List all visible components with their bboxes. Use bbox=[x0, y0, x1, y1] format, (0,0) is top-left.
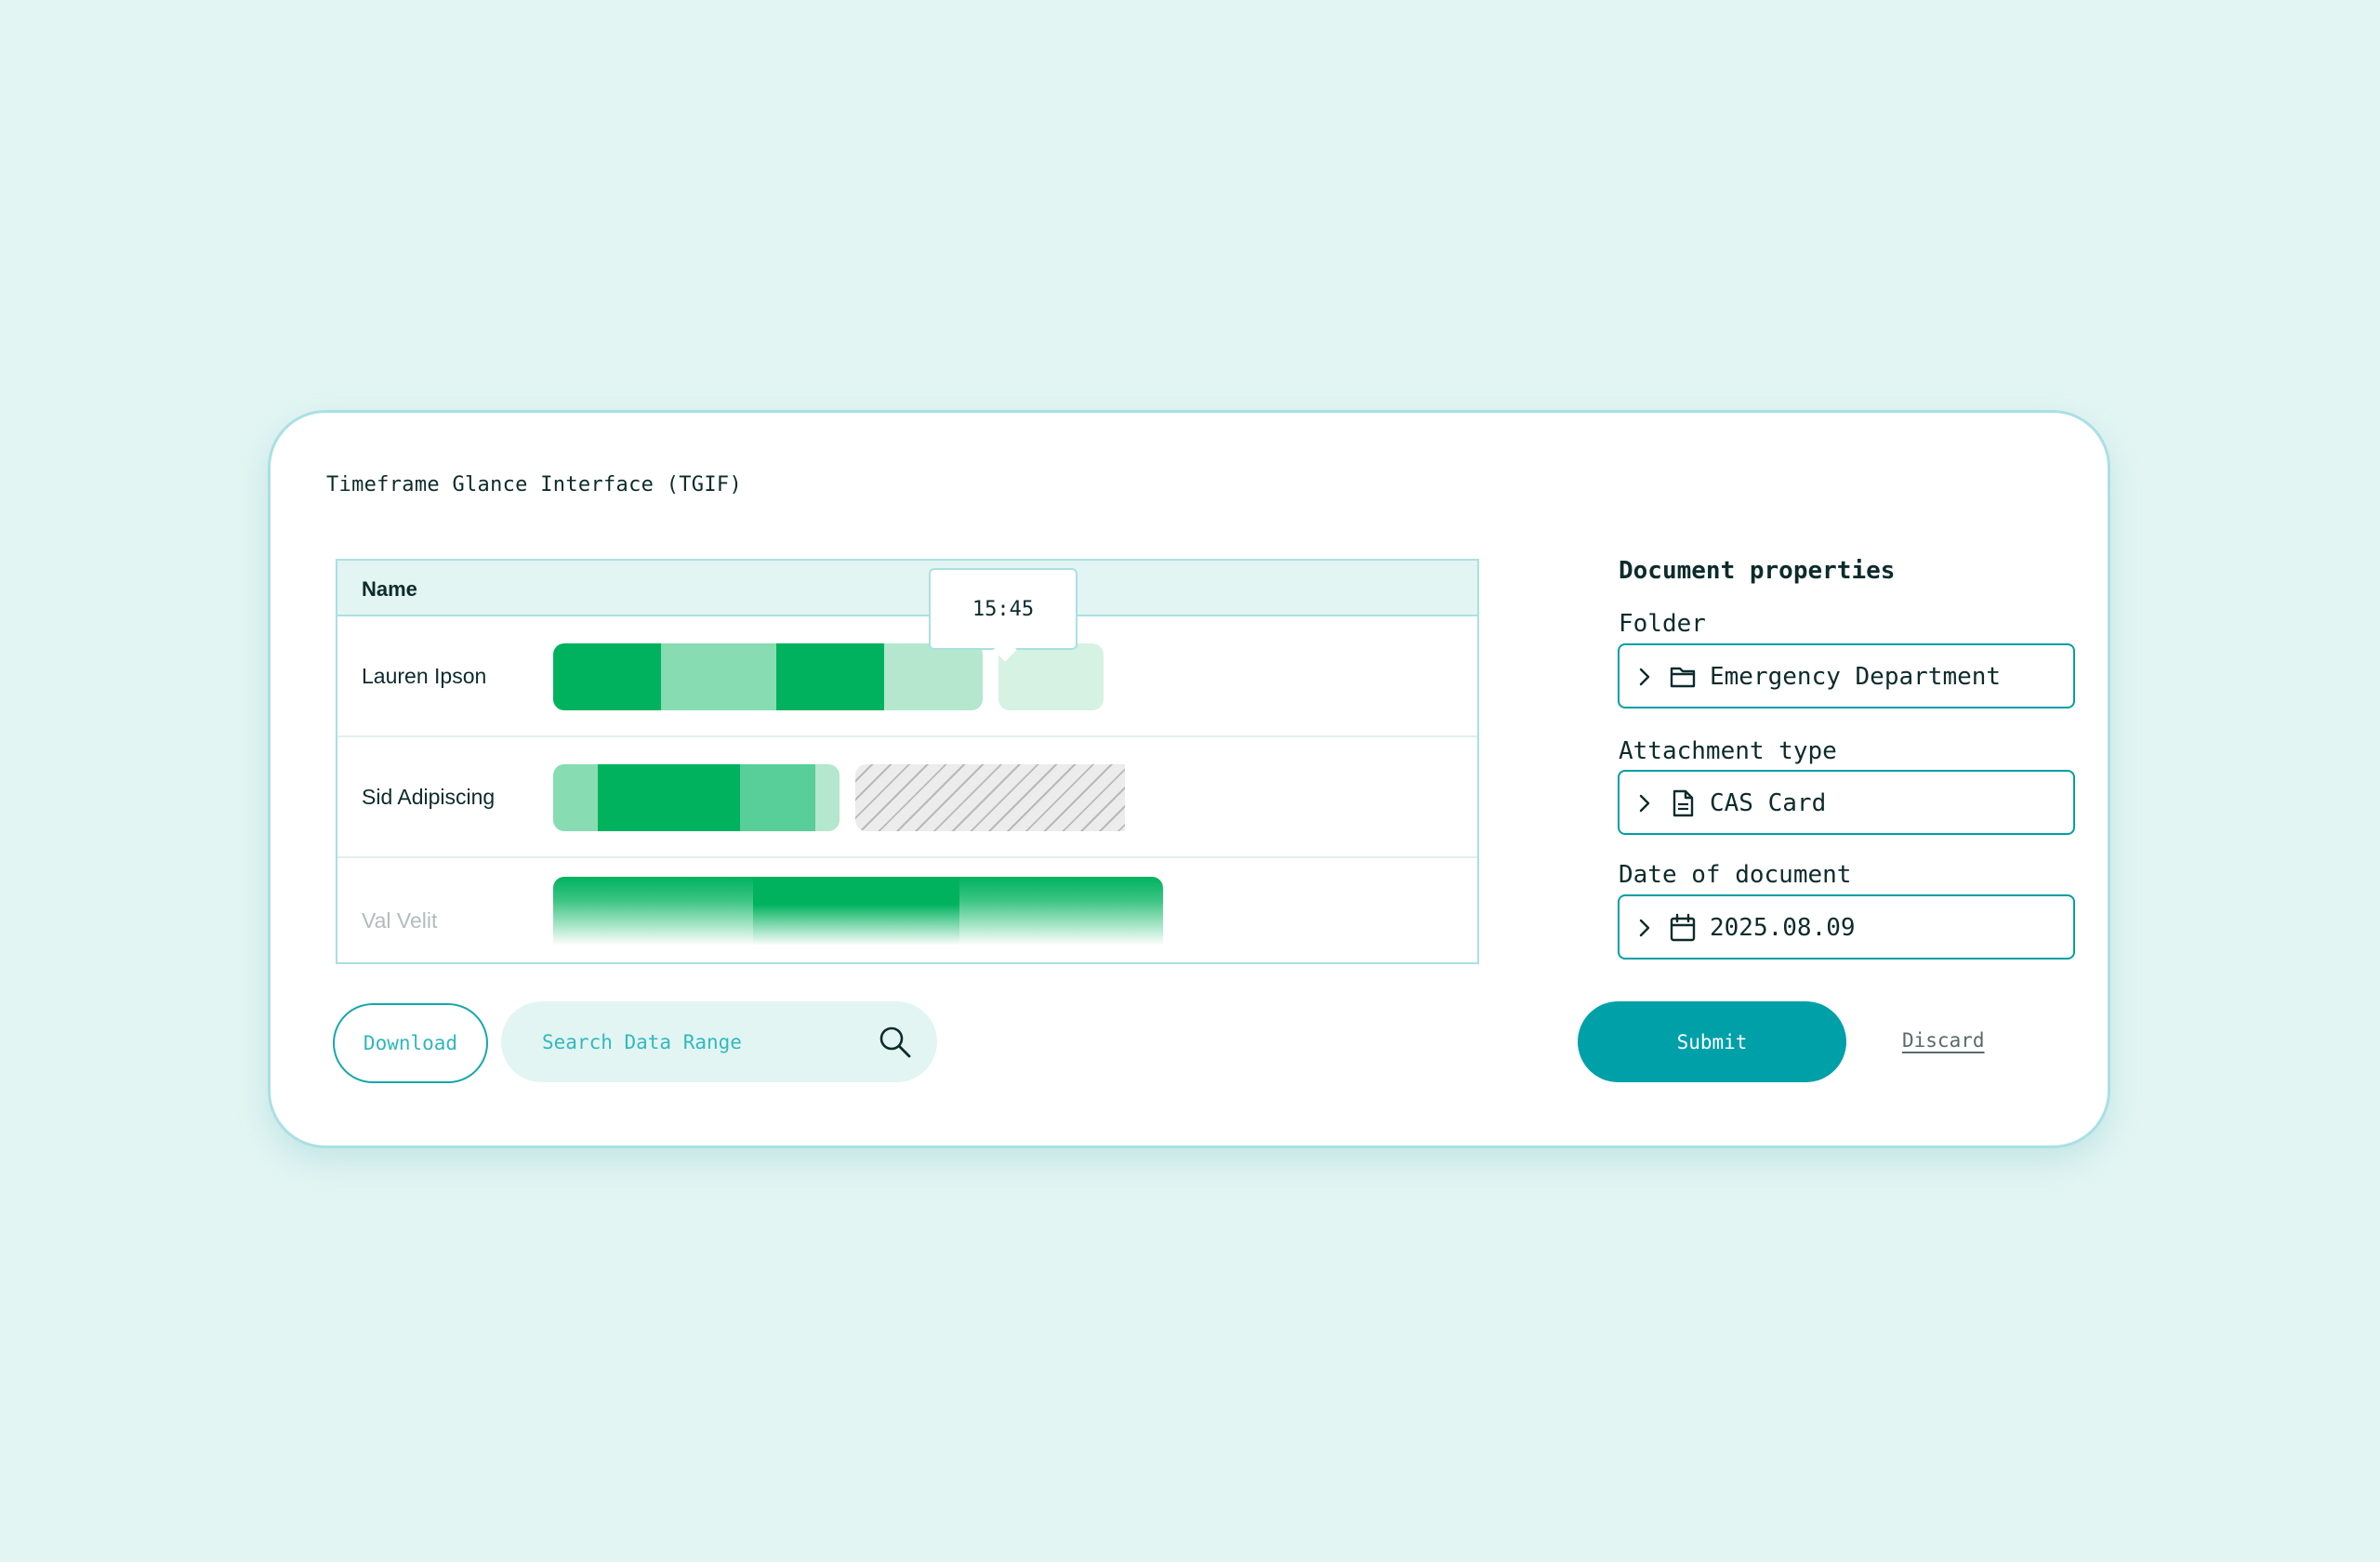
timeline-segment[interactable] bbox=[884, 643, 983, 710]
timeline-segment[interactable] bbox=[815, 764, 840, 831]
attachment-type-field[interactable]: CAS Card bbox=[1618, 770, 2075, 835]
timeline-segment[interactable] bbox=[598, 764, 740, 831]
tooltip-time: 15:45 bbox=[972, 598, 1035, 621]
attachment-type-label: Attachment type bbox=[1619, 737, 1837, 765]
chevron-right-icon bbox=[1639, 919, 1650, 937]
date-label: Date of document bbox=[1619, 861, 1852, 889]
timeline-segment bbox=[553, 877, 753, 946]
row-name: Lauren Ipson bbox=[362, 664, 487, 688]
timeline-segment bbox=[753, 877, 959, 946]
chevron-right-icon bbox=[1639, 668, 1650, 686]
folder-field[interactable]: Emergency Department bbox=[1618, 643, 2075, 708]
download-button[interactable]: Download bbox=[333, 1003, 488, 1083]
calendar-icon bbox=[1670, 913, 1696, 942]
timeline-segment[interactable] bbox=[998, 643, 1104, 710]
time-tooltip: 15:45 bbox=[929, 568, 1078, 662]
properties-title: Document properties bbox=[1619, 557, 1896, 585]
name-column-header: Name bbox=[362, 577, 417, 601]
row-name: Val Velit bbox=[362, 908, 438, 933]
timeline-table: Name Lauren Ipson Sid Adipiscing Val Vel… bbox=[336, 559, 1479, 964]
app-title: Timeframe Glance Interface (TGIF) bbox=[326, 473, 742, 496]
timeline-row: Sid Adipiscing bbox=[337, 737, 1477, 858]
attachment-type-value: CAS Card bbox=[1710, 789, 1827, 817]
folder-value: Emergency Department bbox=[1710, 663, 2002, 691]
timeline-segment[interactable] bbox=[553, 643, 661, 710]
timeline-bar[interactable] bbox=[553, 877, 1163, 946]
document-icon bbox=[1673, 789, 1694, 817]
unavailable-range bbox=[855, 764, 1125, 831]
timeline-header: Name bbox=[337, 561, 1477, 616]
row-name: Sid Adipiscing bbox=[362, 785, 496, 809]
timeline-segment-selected[interactable] bbox=[776, 643, 884, 710]
search-bar[interactable] bbox=[501, 1001, 937, 1082]
submit-button[interactable]: Submit bbox=[1578, 1001, 1846, 1082]
timeline-segment[interactable] bbox=[553, 764, 598, 831]
folder-icon bbox=[1670, 667, 1696, 688]
date-value: 2025.08.09 bbox=[1710, 914, 1856, 942]
folder-label: Folder bbox=[1619, 610, 1706, 638]
search-input[interactable] bbox=[542, 1024, 858, 1061]
timeline-segment bbox=[959, 877, 1163, 946]
search-icon[interactable] bbox=[878, 1025, 913, 1060]
timeline-row: Lauren Ipson bbox=[337, 616, 1477, 737]
timeline-segment[interactable] bbox=[661, 643, 776, 710]
chevron-right-icon bbox=[1639, 794, 1650, 813]
discard-link[interactable]: Discard bbox=[1902, 1029, 1985, 1052]
date-field[interactable]: 2025.08.09 bbox=[1618, 894, 2075, 960]
timeline-segment[interactable] bbox=[740, 764, 815, 831]
timeline-row: Val Velit bbox=[337, 858, 1477, 962]
